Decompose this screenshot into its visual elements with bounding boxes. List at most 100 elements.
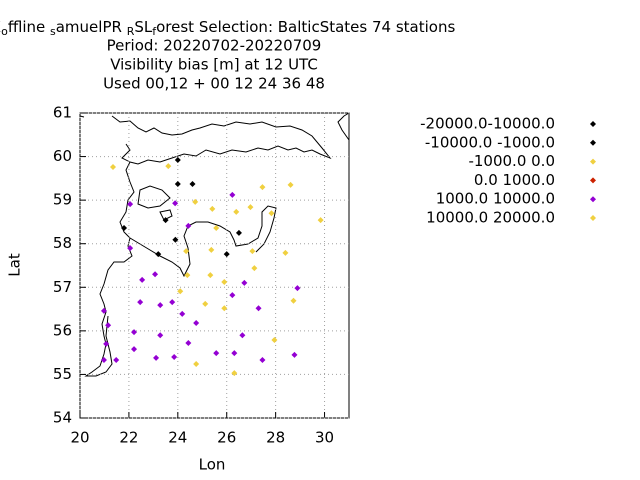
station-point xyxy=(184,272,191,279)
title-segment: FEX xyxy=(0,18,1,36)
station-point xyxy=(241,279,248,286)
plot-frame xyxy=(79,112,350,419)
y-axis-label: Lat xyxy=(6,253,24,277)
station-point xyxy=(317,217,324,224)
station-point xyxy=(223,251,230,258)
station-point xyxy=(287,181,294,188)
y-tick-label: 55 xyxy=(53,365,72,383)
station-point xyxy=(110,164,117,171)
station-point xyxy=(209,205,216,212)
station-point xyxy=(100,357,107,364)
x-tick-label: 26 xyxy=(217,429,236,447)
title-block: FEXoffline samuelPR RSLforest Selection:… xyxy=(0,18,455,93)
title-segment: orest Selection: BalticStates 74 station… xyxy=(156,18,455,36)
station-point xyxy=(259,184,266,191)
station-point xyxy=(213,350,220,357)
station-point xyxy=(259,357,266,364)
station-point xyxy=(207,272,214,279)
station-point xyxy=(189,181,196,188)
legend-label: -20000.0-10000.0 xyxy=(420,115,555,133)
y-tick-label: 58 xyxy=(53,234,72,252)
station-point xyxy=(239,332,246,339)
station-point xyxy=(192,198,199,205)
station-point xyxy=(127,245,134,252)
station-point xyxy=(183,248,190,255)
station-point xyxy=(221,305,228,312)
legend-marker xyxy=(590,177,596,184)
x-axis-label: Lon xyxy=(199,456,226,474)
legend-label: 10000.0 20000.0 xyxy=(426,209,555,227)
station-point xyxy=(268,210,275,217)
title-segment: amuelPR xyxy=(56,18,127,36)
station-point xyxy=(229,292,236,299)
station-point xyxy=(193,360,200,367)
title-line: Used 00,12 + 00 12 24 36 48 xyxy=(103,75,325,93)
station-point xyxy=(131,329,138,336)
station-point xyxy=(177,288,184,295)
station-point xyxy=(103,340,110,347)
station-point xyxy=(174,181,181,188)
station-point xyxy=(121,225,128,232)
title-line: Visibility bias [m] at 12 UTC xyxy=(110,56,318,74)
legend-marker xyxy=(590,121,596,127)
station-point xyxy=(153,354,160,361)
island xyxy=(137,185,173,221)
station-point xyxy=(185,222,192,229)
station-point xyxy=(100,307,107,314)
station-point xyxy=(185,340,192,347)
legend-label: 1000.0 10000.0 xyxy=(436,190,555,208)
station-point xyxy=(162,217,169,224)
station-point xyxy=(282,249,289,256)
legend-label: -10000.0 -1000.0 xyxy=(425,133,555,151)
station-point xyxy=(231,350,238,357)
station-point xyxy=(235,229,242,236)
station-point xyxy=(290,297,297,304)
legend-marker xyxy=(590,215,596,221)
station-point xyxy=(172,200,179,207)
x-tick-label: 24 xyxy=(168,429,187,447)
legend-marker xyxy=(590,158,596,165)
legend-marker xyxy=(590,196,596,203)
legend-label: 0.0 1000.0 xyxy=(474,171,555,189)
station-point xyxy=(152,271,159,278)
station-point xyxy=(213,225,220,232)
station-point xyxy=(155,251,162,258)
title-segment: R xyxy=(127,25,135,38)
legend-marker xyxy=(590,139,596,146)
title-segment: ffline xyxy=(8,18,50,36)
station-point xyxy=(231,370,238,377)
station-point xyxy=(137,299,144,306)
station-point xyxy=(131,346,138,353)
coastline xyxy=(79,112,350,377)
y-tick-label: 59 xyxy=(53,191,72,209)
station-point xyxy=(139,276,146,283)
station-point xyxy=(249,248,256,255)
station-point xyxy=(169,299,176,306)
y-tick-label: 57 xyxy=(53,278,72,296)
title-line: FEXoffline samuelPR RSLforest Selection:… xyxy=(0,18,455,39)
station-point xyxy=(291,351,298,358)
station-point xyxy=(105,322,112,329)
x-tick-label: 30 xyxy=(315,429,334,447)
station-point xyxy=(171,354,178,360)
legend-label: -1000.0 0.0 xyxy=(468,152,555,170)
station-point xyxy=(233,208,240,215)
y-tick-label: 61 xyxy=(53,104,72,122)
station-point xyxy=(294,285,301,292)
station-point xyxy=(179,310,186,317)
station-point xyxy=(255,305,262,312)
title-line: Period: 20220702-20220709 xyxy=(107,37,322,55)
station-point xyxy=(172,236,179,243)
station-point xyxy=(202,300,209,307)
station-point xyxy=(165,163,172,170)
station-point xyxy=(193,320,200,327)
x-tick-label: 22 xyxy=(119,429,138,447)
station-point xyxy=(174,157,181,164)
title-segment: SL xyxy=(134,18,153,36)
station-point xyxy=(208,246,215,253)
station-point xyxy=(247,204,254,211)
station-point xyxy=(251,265,258,272)
y-tick-label: 56 xyxy=(53,321,72,339)
station-point xyxy=(113,357,120,364)
